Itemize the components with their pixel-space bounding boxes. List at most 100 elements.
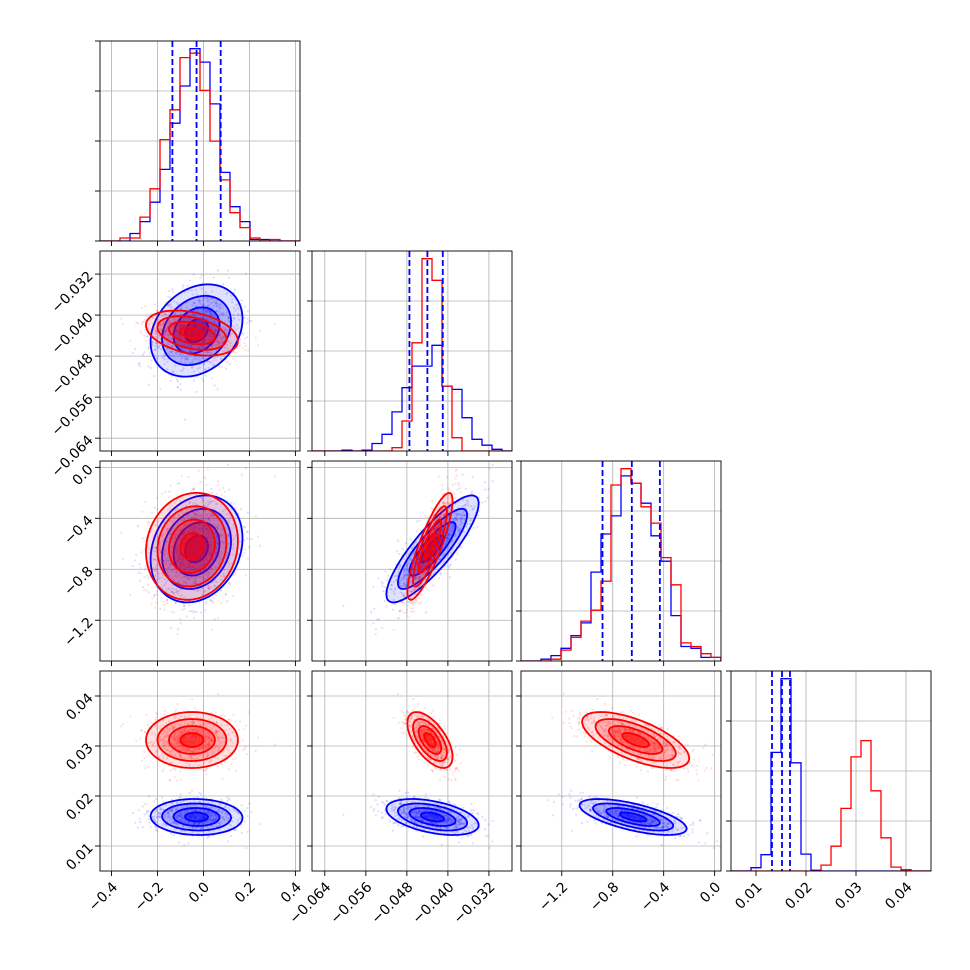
- sample-point: [418, 576, 422, 579]
- sample-point: [183, 607, 186, 610]
- sample-point: [168, 322, 172, 325]
- sample-point: [174, 534, 177, 538]
- sample-point: [183, 337, 186, 341]
- sample-point: [171, 354, 174, 357]
- sample-point: [135, 553, 138, 556]
- sample-point: [234, 572, 237, 575]
- sample-point: [210, 333, 213, 336]
- sample-point: [414, 577, 417, 580]
- density-contour: [156, 505, 228, 588]
- sample-point: [448, 528, 451, 531]
- sample-point: [208, 815, 211, 818]
- sample-point: [179, 813, 182, 816]
- sample-point: [424, 562, 427, 566]
- sample-point: [205, 338, 208, 342]
- sample-point: [437, 523, 440, 527]
- sample-point: [199, 589, 202, 593]
- sample-point: [217, 341, 220, 344]
- sample-point: [209, 540, 212, 543]
- sample-point: [201, 821, 205, 824]
- sample-point: [250, 320, 253, 323]
- sample-point: [178, 797, 181, 800]
- sample-point: [171, 570, 174, 573]
- sample-point: [446, 497, 449, 500]
- sample-point: [188, 578, 191, 581]
- sample-point: [469, 505, 472, 508]
- sample-point: [181, 814, 184, 817]
- sample-point: [175, 816, 178, 819]
- sample-point: [162, 322, 165, 325]
- sample-point: [179, 352, 182, 355]
- sample-point: [221, 341, 224, 344]
- sample-point: [455, 468, 458, 471]
- sample-point: [210, 569, 213, 572]
- sample-point: [197, 575, 200, 578]
- sample-point: [217, 341, 220, 344]
- sample-point: [204, 609, 207, 612]
- sample-point: [214, 502, 218, 505]
- sample-point: [201, 531, 204, 534]
- sample-point: [374, 628, 377, 631]
- sample-point: [160, 586, 164, 589]
- sample-point: [147, 521, 150, 524]
- sample-point: [192, 565, 195, 568]
- sample-point: [225, 554, 228, 557]
- sample-point: [182, 806, 186, 809]
- sample-point: [238, 318, 241, 321]
- sample-point: [205, 820, 208, 823]
- sample-point: [232, 357, 235, 360]
- sample-point: [210, 333, 213, 336]
- sample-point: [198, 575, 201, 578]
- sample-point: [384, 570, 387, 573]
- sample-point: [214, 594, 218, 597]
- sample-point: [173, 355, 176, 358]
- sample-point: [173, 593, 176, 596]
- sample-point: [198, 800, 201, 803]
- sample-point: [226, 840, 230, 843]
- sample-point: [192, 487, 195, 491]
- sample-point: [458, 487, 462, 490]
- sample-point: [431, 507, 434, 510]
- sample-point: [211, 628, 214, 631]
- sample-point: [131, 351, 135, 355]
- sample-point: [180, 323, 183, 326]
- sample-point: [154, 825, 158, 829]
- sample-point: [381, 585, 384, 588]
- sample-point: [184, 355, 187, 359]
- sample-point: [149, 825, 152, 828]
- sample-point: [223, 805, 226, 808]
- sample-point: [179, 323, 183, 327]
- sample-point: [417, 576, 421, 580]
- sample-point: [181, 338, 184, 341]
- sample-point: [185, 582, 188, 585]
- sample-point: [455, 514, 459, 518]
- sample-point: [205, 804, 208, 808]
- sample-point: [157, 318, 160, 322]
- sample-point: [209, 818, 212, 821]
- sample-point: [179, 815, 182, 818]
- sample-point: [463, 514, 466, 517]
- sample-point: [214, 818, 217, 821]
- sample-point: [194, 582, 197, 585]
- sample-point: [165, 327, 168, 330]
- sample-point: [213, 585, 216, 588]
- sample-point: [403, 570, 406, 573]
- sample-point: [202, 578, 205, 581]
- sample-point: [210, 536, 213, 539]
- sample-point: [164, 581, 167, 584]
- histogram-series: [100, 52, 300, 241]
- sample-point: [459, 518, 462, 521]
- sample-point: [414, 576, 417, 579]
- sample-point: [179, 810, 182, 814]
- sample-point: [156, 508, 159, 511]
- sample-point: [159, 541, 162, 544]
- sample-point: [220, 821, 223, 824]
- sample-point: [176, 561, 179, 564]
- sample-point: [159, 322, 162, 326]
- sample-point: [219, 302, 222, 306]
- sample-point: [199, 809, 202, 812]
- sample-point: [210, 290, 214, 293]
- sample-point: [207, 309, 210, 312]
- sample-point: [421, 573, 425, 576]
- sample-point: [449, 523, 452, 526]
